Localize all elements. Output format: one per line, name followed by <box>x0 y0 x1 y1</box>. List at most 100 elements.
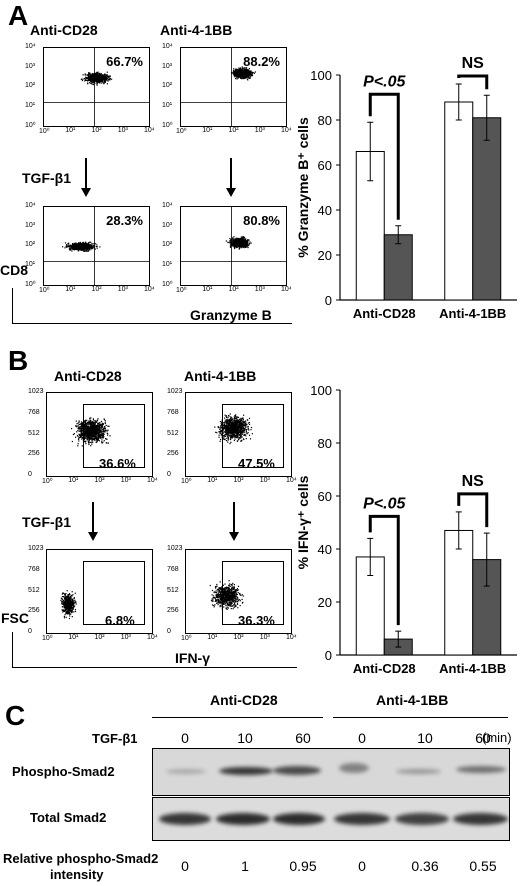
x-tick-label: 10⁰ <box>39 287 50 294</box>
group-label-41bb: Anti-4-1BB <box>376 692 449 708</box>
y-tick-label: 0 <box>28 628 32 635</box>
y-tick-label: 10¹ <box>162 260 173 268</box>
x-tick-label: 10¹ <box>207 634 218 641</box>
x-tick-label: 10⁰ <box>176 128 187 135</box>
blot-band <box>396 769 441 774</box>
y-tick-label: 10⁰ <box>25 122 36 129</box>
blot-band <box>273 766 321 775</box>
significance-bracket <box>368 514 400 626</box>
flow-plot-a-cd28-tgf: 28.3% <box>43 206 150 286</box>
panel-a-y-axis-label: CD8 <box>0 262 29 278</box>
y-tick-label: 1023 <box>28 388 44 395</box>
x-tick-label: 10² <box>94 634 105 641</box>
time-point-label: 10 <box>417 730 433 746</box>
x-tick-label: 10² <box>233 477 244 484</box>
y-tick-label: 10³ <box>162 221 173 229</box>
dot-cloud <box>60 590 77 620</box>
blot-band <box>334 813 390 825</box>
panel-a-col1-header: Anti-CD28 <box>30 22 98 38</box>
y-tick-label: 10³ <box>25 221 36 229</box>
blot-band <box>166 769 206 774</box>
y-tick-label: 768 <box>167 408 179 416</box>
y-tick-label: 100 <box>310 383 332 398</box>
y-tick-label: 256 <box>28 607 40 615</box>
granzyme-bar-chart: 0 20 40 60 80 100 % Granzyme B⁺ cells Anti-CD28… <box>295 55 517 321</box>
y-tick-label: 768 <box>167 565 179 573</box>
y-tick-label: 60 <box>318 158 332 173</box>
minutes-unit-label: (min) <box>482 730 512 745</box>
tgf-time-label: TGF-β1 <box>92 731 138 746</box>
y-tick-label: 768 <box>28 408 40 416</box>
percentage-label: 36.3% <box>238 613 275 628</box>
gate-box <box>83 561 145 625</box>
x-tick-label: 10⁰ <box>39 128 50 135</box>
y-tick-label: 100 <box>310 68 332 83</box>
axis-bracket <box>12 632 13 667</box>
group-label-cd28: Anti-CD28 <box>210 692 278 708</box>
y-tick-label: 80 <box>318 113 332 128</box>
y-tick-label: 1023 <box>28 545 44 552</box>
significance-label: P<.05 <box>363 73 406 90</box>
x-tick-label: 10¹ <box>65 286 76 293</box>
significance-bracket <box>368 92 400 220</box>
x-tick-label: 10³ <box>259 477 270 484</box>
dot-cloud <box>181 207 286 285</box>
y-tick-label: 10⁰ <box>162 122 173 129</box>
category-label: Anti-CD28 <box>353 306 416 321</box>
blot-band <box>339 763 369 773</box>
relative-intensity-value: 0.36 <box>411 858 439 874</box>
x-tick-label: 10² <box>94 477 105 484</box>
gate-box <box>222 404 284 468</box>
panel-b-letter: B <box>8 345 29 376</box>
dot-cloud <box>209 580 244 610</box>
y-tick-label: 60 <box>318 489 332 504</box>
relative-intensity-value: 0 <box>181 858 189 874</box>
y-tick-label: 10¹ <box>25 101 36 109</box>
y-tick-label: 256 <box>167 607 179 615</box>
x-tick-label: 10⁴ <box>281 286 292 293</box>
axis-bracket <box>12 288 13 323</box>
blot-band <box>219 767 273 775</box>
dot-cloud <box>44 48 149 126</box>
relative-intensity-value: 1 <box>241 858 249 874</box>
panel-c-letter: C <box>5 700 26 731</box>
y-axis-label: % Granzyme B⁺ cells <box>295 117 311 258</box>
panel-a-letter: A <box>8 0 29 31</box>
flow-plot-a-41bb-control: 88.2% <box>180 47 287 127</box>
relative-intensity-value: 0.55 <box>469 858 497 874</box>
y-tick-label: 1023 <box>167 545 183 552</box>
category-label: Anti-CD28 <box>353 661 416 675</box>
x-tick-label: 10¹ <box>202 127 213 134</box>
y-tick-label: 40 <box>318 542 332 557</box>
y-tick-label: 512 <box>167 429 179 437</box>
panel-a-col2-header: Anti-4-1BB <box>160 22 233 38</box>
y-tick-label: 256 <box>28 450 40 458</box>
x-tick-label: 10⁴ <box>286 634 297 641</box>
percentage-label: 66.7% <box>106 54 143 69</box>
blot-band <box>453 813 508 825</box>
y-tick-label: 10⁰ <box>25 281 36 288</box>
y-tick-label: 10⁴ <box>162 202 173 209</box>
relative-intensity-row: 0 1 0.95 0 0.36 0.55 <box>0 858 520 876</box>
x-tick-label: 10⁴ <box>286 477 297 484</box>
total-smad2-blot <box>152 797 510 841</box>
percentage-label: 80.8% <box>243 213 280 228</box>
y-tick-label: 10⁴ <box>25 43 36 50</box>
flow-plot-a-cd28-control: 66.7% <box>43 47 150 127</box>
dot-cloud <box>71 417 111 447</box>
bar <box>472 117 502 301</box>
x-tick-label: 10² <box>228 286 239 293</box>
x-tick-label: 10¹ <box>207 477 218 484</box>
y-tick-label: 512 <box>28 586 40 594</box>
significance-bracket <box>457 492 489 528</box>
x-tick-label: 10² <box>91 127 102 134</box>
time-point-label: 10 <box>237 730 253 746</box>
y-tick-label: 10⁴ <box>25 202 36 209</box>
relative-intensity-value: 0 <box>358 858 366 874</box>
gate-box <box>222 561 284 625</box>
x-tick-label: 10³ <box>120 634 131 641</box>
bar <box>383 234 413 301</box>
percentage-label: 88.2% <box>243 54 280 69</box>
panel-a-x-axis-label: Granzyme B <box>190 307 272 323</box>
phospho-smad2-blot <box>152 748 510 796</box>
